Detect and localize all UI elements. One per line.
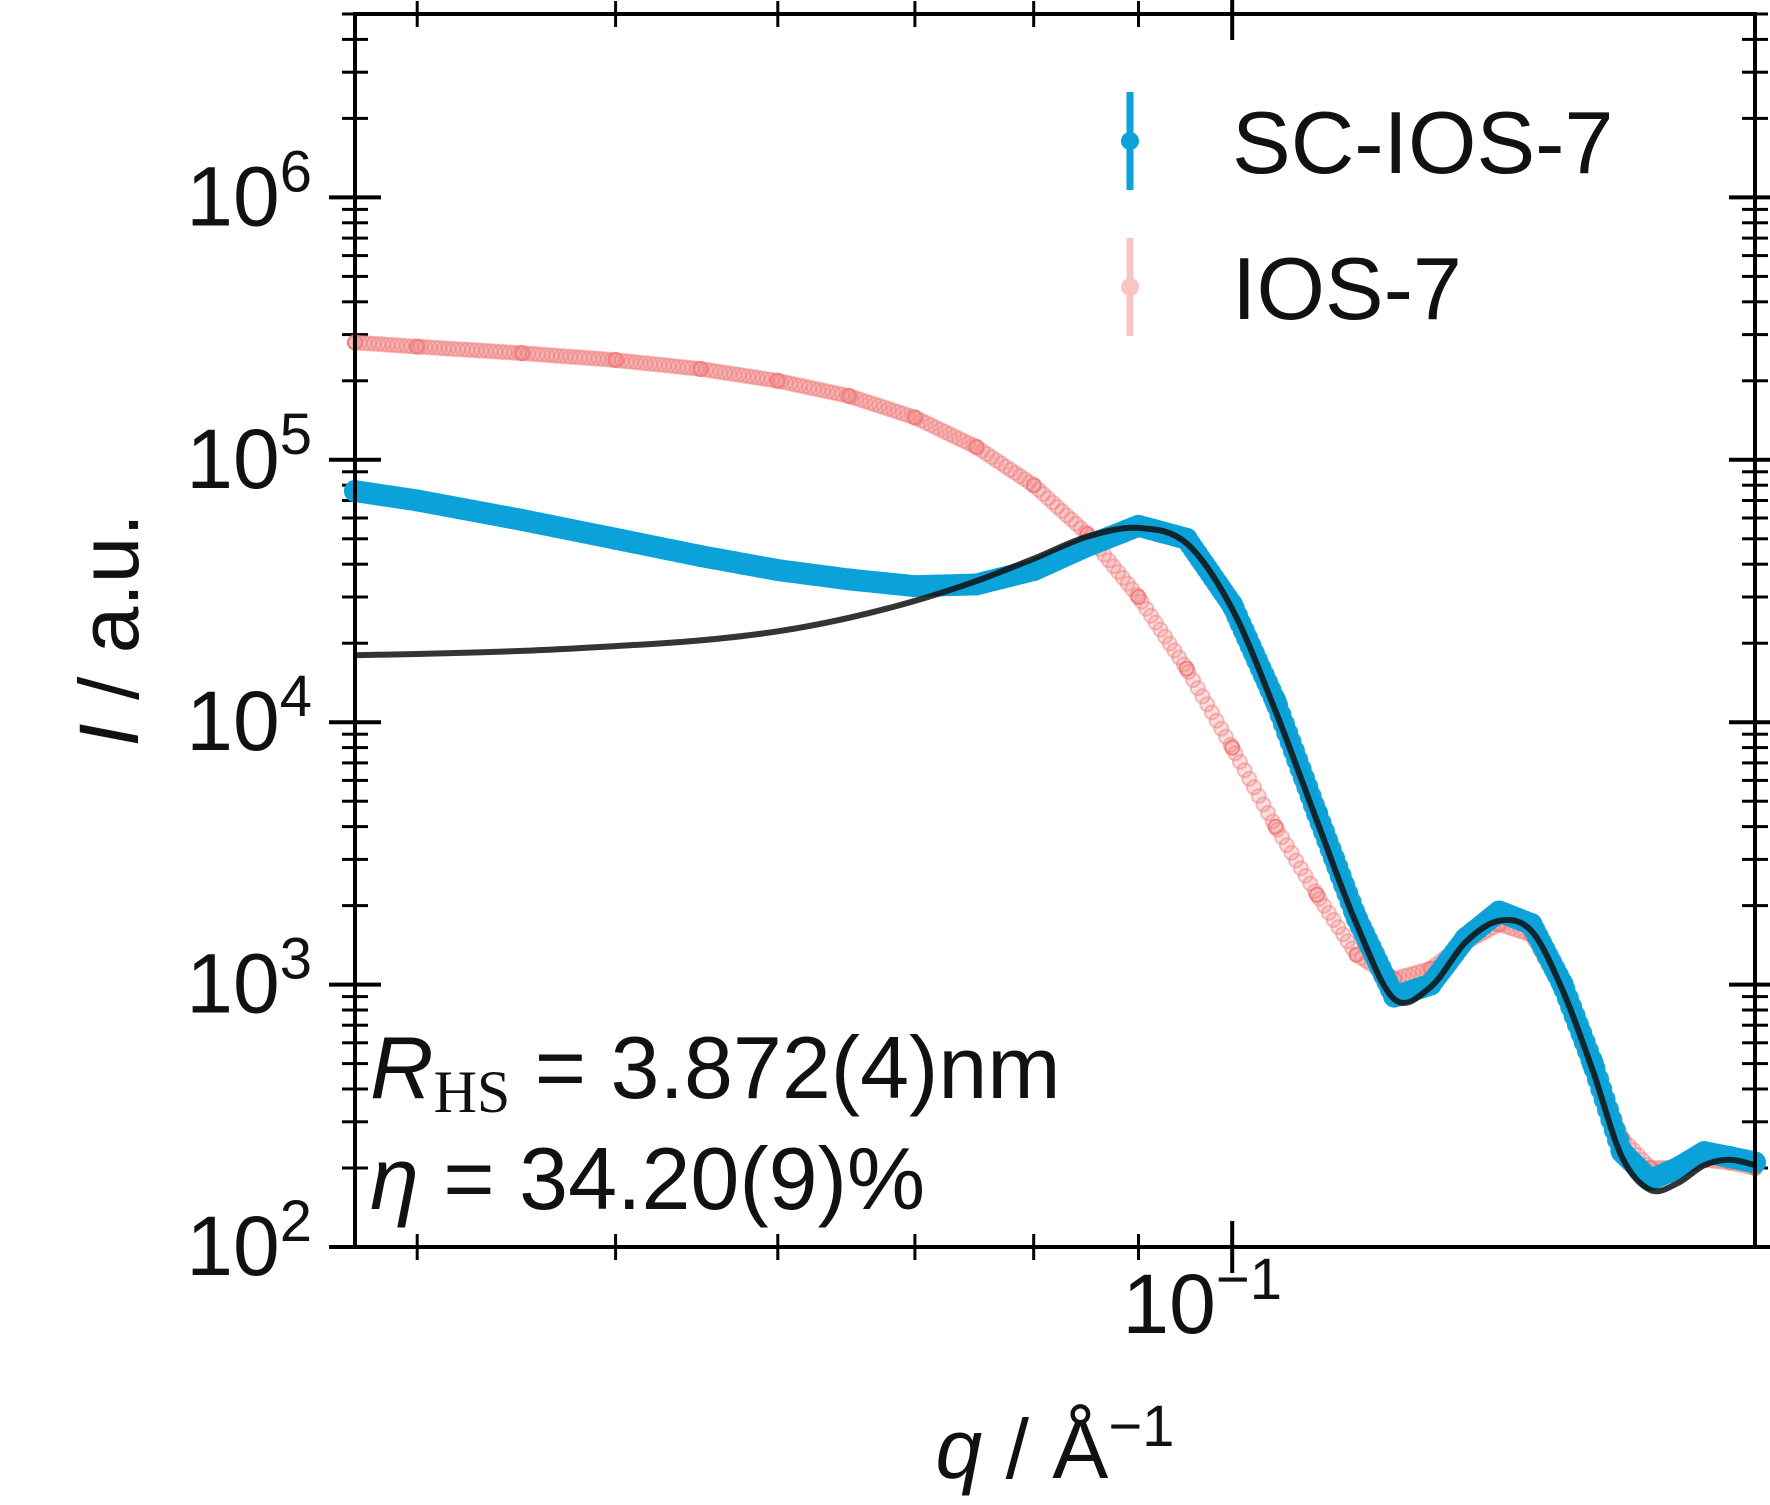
legend-sc-marker — [1121, 92, 1139, 190]
y-tick-label: 103 — [186, 927, 312, 1031]
data-point-ios-7 — [1292, 860, 1309, 877]
data-point-sc-ios-7 — [766, 559, 789, 582]
tick-layer — [329, 0, 1770, 1273]
y-tick-label: 102 — [186, 1189, 312, 1293]
data-point-ios-7 — [1130, 589, 1147, 605]
legend-label-sc-ios-7: SC-IOS-7 — [1232, 93, 1613, 192]
data-point-ios-7 — [1178, 660, 1195, 677]
series-sc-ios-7 — [344, 480, 1766, 1191]
data-point-sc-ios-7 — [510, 508, 533, 531]
data-point-ios-7 — [1246, 779, 1262, 796]
data-point-ios-7 — [1213, 720, 1230, 737]
data-point-ios-7 — [1199, 696, 1216, 713]
y-tick-label: 106 — [186, 139, 312, 243]
data-point-ios-7 — [1297, 867, 1314, 884]
data-point-ios-7 — [1288, 852, 1305, 869]
x-tick-label: 10−1 — [1122, 1247, 1282, 1351]
data-point-ios-7 — [1194, 688, 1211, 705]
y-axis-title: I / a.u. — [62, 513, 156, 746]
data-point-ios-7 — [1241, 770, 1258, 787]
data-point-ios-7 — [906, 409, 923, 426]
data-point-sc-ios-7 — [838, 568, 860, 591]
x-axis-title: q / Å−1 — [936, 1394, 1175, 1496]
y-tick-label: 104 — [186, 664, 312, 768]
annotation-radius: RHS = 3.872(4)nm — [370, 1018, 1061, 1125]
annotation-volume-fraction: η = 34.20(9)% — [370, 1129, 925, 1228]
data-point-ios-7 — [1224, 739, 1241, 756]
data-point-ios-7 — [1208, 712, 1225, 729]
legend: SC-IOS-7 IOS-7 — [1121, 92, 1613, 338]
data-point-ios-7 — [1189, 680, 1206, 697]
data-point-ios-7 — [409, 338, 426, 355]
legend-label-ios-7: IOS-7 — [1232, 239, 1462, 338]
data-point-ios-7 — [1231, 753, 1248, 770]
fit-curve — [354, 524, 1756, 1195]
y-tick-label: 105 — [186, 402, 312, 506]
tick-label-layer: 102 103 104 105 106 10−1 — [186, 139, 1282, 1351]
data-point-ios-7 — [513, 345, 530, 362]
data-point-sc-ios-7 — [604, 527, 627, 550]
data-point-ios-7 — [1236, 762, 1253, 779]
data-point-ios-7 — [1267, 818, 1284, 835]
data-point-ios-7 — [607, 352, 624, 368]
data-point-ios-7 — [769, 372, 786, 389]
data-point-sc-ios-7 — [406, 489, 429, 512]
plot-frame — [353, 12, 1757, 1249]
data-point-sc-ios-7 — [1693, 1141, 1716, 1164]
data-point-sc-ios-7 — [689, 545, 712, 567]
data-point-ios-7 — [1025, 477, 1042, 494]
legend-ios-marker — [1121, 238, 1139, 336]
data-point-ios-7 — [1278, 837, 1295, 854]
data-point-ios-7 — [1309, 886, 1325, 903]
data-point-ios-7 — [1255, 796, 1272, 813]
data-point-ios-7 — [1260, 804, 1276, 821]
data-point-ios-7 — [841, 388, 857, 404]
data-point-ios-7 — [968, 438, 985, 455]
data-point-ios-7 — [1250, 787, 1267, 804]
data-point-sc-ios-7 — [1666, 1157, 1689, 1179]
data-point-ios-7 — [692, 360, 709, 377]
data-point-ios-7 — [1283, 844, 1300, 861]
series-fit — [354, 524, 1756, 1195]
data-point-sc-ios-7 — [903, 575, 926, 598]
data-point-ios-7 — [1203, 704, 1220, 721]
